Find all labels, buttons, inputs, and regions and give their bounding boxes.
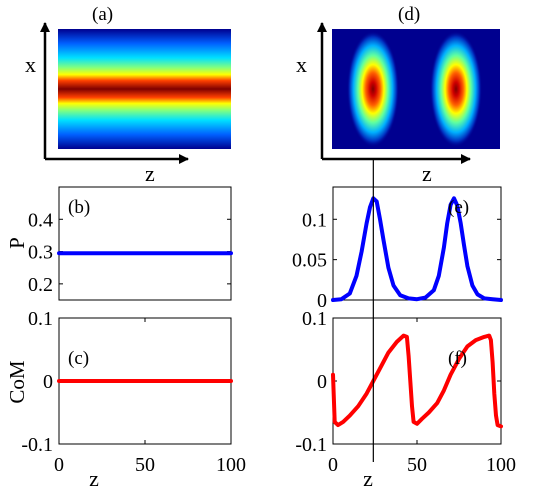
plot-e-ytick-label: 0 [317,290,327,312]
panel-a-label: (a) [92,4,113,25]
plot-f-panel-label: (f) [448,348,467,369]
plot-b-panel-label: (b) [68,197,90,218]
plot-f-ytick-label: 0 [317,371,327,393]
plot-c-xtick-label: 100 [216,454,246,476]
plot-f: -0.100.10 50 100(f)z [295,308,516,491]
plot-f-xtick-label: 50 [407,454,427,476]
plot-b-ylabel: P [5,237,29,249]
plot-e-panel-label: (e) [448,197,469,218]
line-plots: 0.20.30.4(b)P-0.100.10 50 100(c)CoMz00.050… [5,186,516,491]
panel-d-spot-1 [347,31,399,147]
plot-b-ytick-label: 0.3 [28,242,53,264]
plot-c-xtick-label: 0 [54,454,64,476]
panel-d-spot-2 [430,31,482,147]
plot-c-xlabel: z [89,466,99,491]
panel-d-label: (d) [398,4,420,25]
panel-a-xlabel: z [145,161,155,186]
plot-f-ytick-label: 0.1 [302,308,327,330]
plot-f-ytick-label: -0.1 [295,434,327,456]
plot-c-ytick-label: 0 [43,371,53,393]
plot-c-ytick-label: 0.1 [28,308,53,330]
plot-b-ytick-label: 0.4 [28,209,53,231]
plot-f-xtick-label: 0 [328,454,338,476]
panel-d: (d) x z [296,4,500,186]
plot-f-series-line [331,333,503,429]
plot-c-ylabel: CoM [5,360,29,404]
panel-a-ylabel: x [25,52,36,77]
panel-d-ylabel: x [296,52,307,77]
plot-e-frame [332,186,502,301]
plot-c-xtick-label: 50 [135,454,155,476]
plot-c-panel-label: (c) [68,348,89,369]
plot-b-ytick-label: 0.2 [28,274,53,296]
plot-b-frame [58,186,232,301]
plot-f-xlabel: z [363,466,373,491]
plot-b: 0.2 0.3 0.4 (b) P [5,186,233,301]
panel-a-density [58,29,231,149]
panel-a: (a) x z [25,4,231,186]
plot-f-xtick-label: 100 [486,454,516,476]
plot-c-ytick-label: -0.1 [21,434,53,456]
plot-e-ytick-label: 0.1 [302,209,327,231]
plot-e-ytick-label: 0.05 [292,250,327,272]
panel-d-xlabel: z [422,161,432,186]
plot-e-series-line [331,196,503,302]
plot-e: 0 0.05 0.1 (e) [292,186,503,312]
